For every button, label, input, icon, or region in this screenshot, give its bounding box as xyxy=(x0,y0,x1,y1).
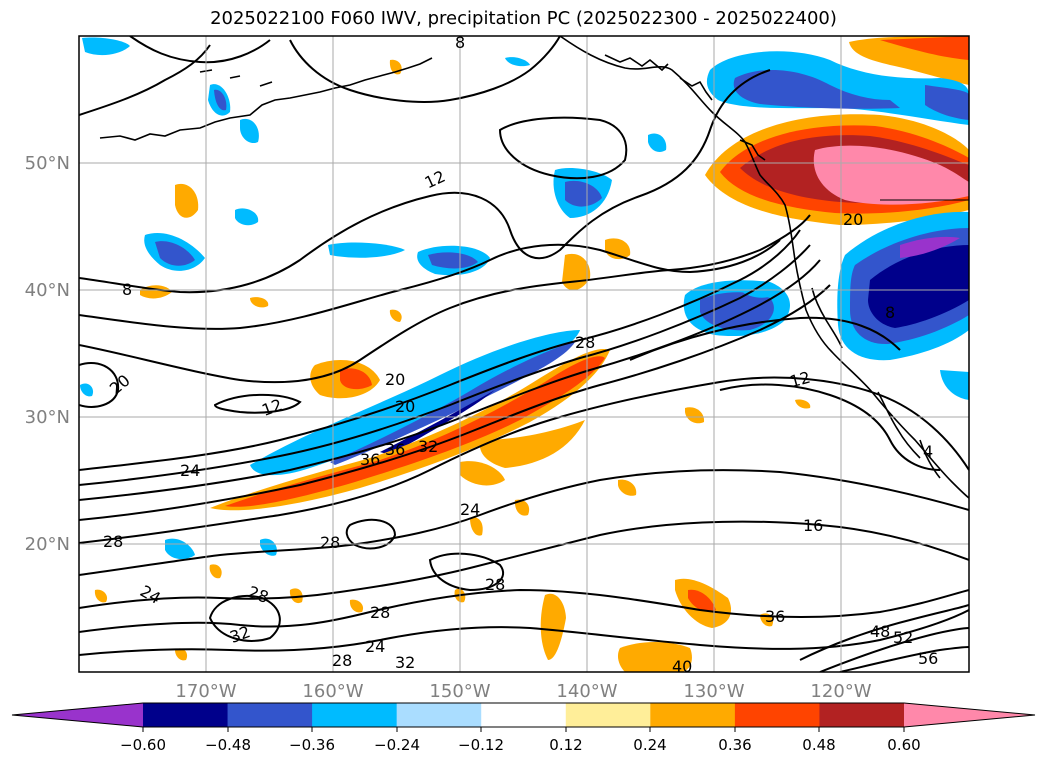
colorbar-tick-label: −0.12 xyxy=(458,736,504,754)
colorbar-swatch xyxy=(819,703,905,727)
colorbar-tick-label: −0.60 xyxy=(120,736,166,754)
colorbar-tick-label: −0.24 xyxy=(374,736,420,754)
lon-label-140w: 140°W xyxy=(556,681,617,702)
iwv-contours xyxy=(79,36,969,672)
latitude-labels: 50°N 40°N 30°N 20°N xyxy=(25,153,70,555)
colorbar-tick-labels: −0.60 −0.48 −0.36 −0.24 −0.12 0.12 0.24 … xyxy=(120,736,921,754)
colorbar-swatch xyxy=(481,703,567,727)
contour-label: 32 xyxy=(418,437,438,456)
colorbar-swatch xyxy=(565,703,651,727)
colorbar-swatches xyxy=(12,703,1035,727)
contour-label: 36 xyxy=(765,607,785,626)
contour-label: 24 xyxy=(365,637,385,656)
colorbar-swatch xyxy=(734,703,820,727)
colorbar-swatch xyxy=(227,703,313,727)
contour-label: 8 xyxy=(885,303,895,322)
colorbar-swatch xyxy=(650,703,736,727)
colorbar-swatch xyxy=(312,703,398,727)
colorbar-tick-label: 0.24 xyxy=(633,736,666,754)
map-title: 2025022100 F060 IWV, precipitation PC (2… xyxy=(210,8,837,29)
contour-label: 56 xyxy=(918,649,938,668)
contour-label: 16 xyxy=(803,516,823,535)
lon-label-150w: 150°W xyxy=(429,681,490,702)
colorbar-swatch xyxy=(904,703,1035,727)
gridlines xyxy=(79,36,969,672)
contour-label: 28 xyxy=(320,533,340,552)
map-panel: 8 12 8 20 12 20 20 24 36 36 32 24 28 28 … xyxy=(79,33,969,676)
colorbar-swatch xyxy=(396,703,482,727)
contour-label: 24 xyxy=(460,500,480,519)
contour-label: 12 xyxy=(788,368,813,392)
contour-label: 28 xyxy=(370,603,390,622)
colorbar-tick-label: 0.36 xyxy=(718,736,751,754)
colorbar: −0.60 −0.48 −0.36 −0.24 −0.12 0.12 0.24 … xyxy=(11,702,1036,754)
contour-label: 20 xyxy=(843,210,863,229)
lon-label-160w: 160°W xyxy=(302,681,363,702)
contour-label: 36 xyxy=(385,440,405,459)
map-frame xyxy=(78,35,970,673)
colorbar-tick-label: 0.48 xyxy=(802,736,835,754)
colorbar-swatch xyxy=(12,703,143,727)
contour-label: 48 xyxy=(870,622,890,641)
lat-label-20n: 20°N xyxy=(25,534,70,555)
contour-label: 28 xyxy=(332,651,352,670)
colorbar-tick-label: −0.48 xyxy=(205,736,251,754)
contour-label: 8 xyxy=(455,33,465,52)
lon-label-120w: 120°W xyxy=(810,681,871,702)
lon-label-170w: 170°W xyxy=(175,681,236,702)
contour-label: 20 xyxy=(385,370,405,389)
contour-label: 4 xyxy=(923,442,933,461)
contour-label: 8 xyxy=(122,280,132,299)
coastlines xyxy=(99,36,969,499)
lat-label-50n: 50°N xyxy=(25,153,70,174)
contour-label: 40 xyxy=(672,657,692,676)
contour-label: 32 xyxy=(395,653,415,672)
lat-label-40n: 40°N xyxy=(25,280,70,301)
contour-label: 28 xyxy=(103,532,123,551)
colorbar-tick-label: 0.60 xyxy=(887,736,920,754)
contour-label: 28 xyxy=(575,333,595,352)
contour-label: 24 xyxy=(180,461,200,480)
contour-label: 28 xyxy=(485,575,505,594)
colorbar-swatch xyxy=(143,703,229,727)
contour-label: 20 xyxy=(395,397,415,416)
longitude-labels: 170°W 160°W 150°W 140°W 130°W 120°W xyxy=(175,681,871,702)
colorbar-ticks xyxy=(142,727,905,732)
contour-label: 36 xyxy=(360,450,380,469)
colorbar-tick-label: 0.12 xyxy=(549,736,582,754)
colorbar-tick-label: −0.36 xyxy=(289,736,335,754)
contour-label: 52 xyxy=(893,628,913,647)
lat-label-30n: 30°N xyxy=(25,407,70,428)
lon-label-130w: 130°W xyxy=(683,681,744,702)
